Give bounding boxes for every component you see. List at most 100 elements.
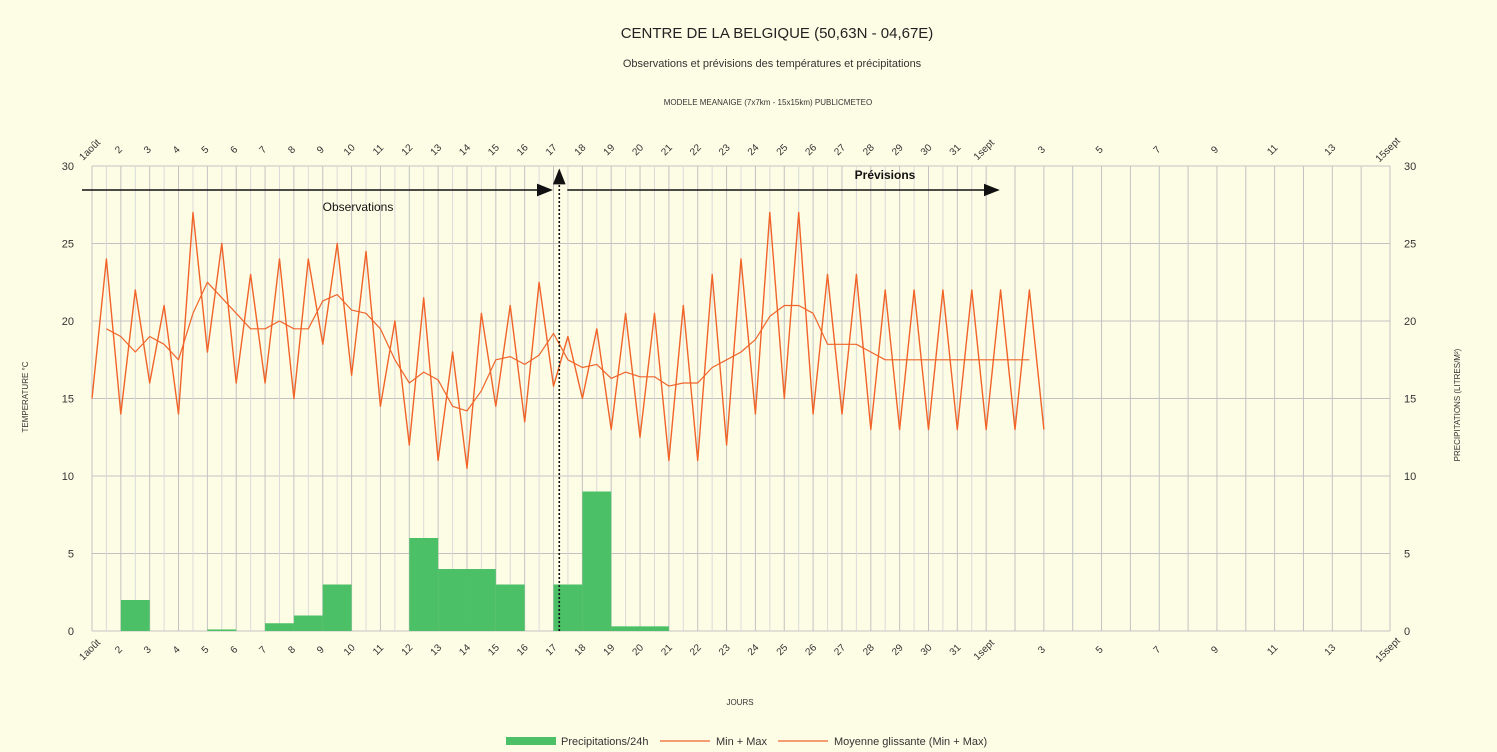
x-tick-label-top: 24 [746,142,762,158]
x-tick-label-top: 29 [890,142,906,158]
x-tick-label-bottom: 29 [890,642,906,658]
x-tick-label-top: 5 [200,144,212,156]
x-tick-label-top: 30 [919,142,935,158]
x-tick-label-bottom: 3 [142,644,154,656]
annotations: Observations Prévisions [82,168,1000,631]
x-tick-label-bottom: 25 [775,642,791,658]
x-tick-label-bottom: 28 [861,642,877,658]
x-tick-label-bottom: 16 [515,642,531,658]
x-tick-label-top: 28 [861,142,877,158]
x-tick-label-top: 12 [400,142,416,158]
x-tick-label-bottom: 3 [1036,644,1048,656]
x-tick-label-top: 9 [1209,144,1221,156]
x-tick-label-bottom: 8 [286,644,298,656]
y-tick-label-left: 10 [62,471,74,483]
model-label: MODELE MEANAIGE (7x7km - 15x15km) PUBLIC… [664,98,873,107]
y-tick-label-right: 5 [1404,549,1410,561]
y-tick-label-left: 0 [68,626,74,638]
precip-bar [293,615,323,631]
x-tick-label-bottom: 13 [429,642,445,658]
observations-label: Observations [323,200,394,214]
x-tick-label-top: 10 [342,142,358,158]
x-tick-label-bottom: 9 [1209,644,1221,656]
precip-bar [207,629,237,631]
x-tick-label-top: 15 [486,142,502,158]
x-tick-label-top: 1sept [972,138,997,163]
x-tick-label-bottom: 26 [804,642,820,658]
y-tick-label-left: 15 [62,394,74,406]
precip-bar [553,584,583,631]
precip-bar [466,569,496,631]
x-tick-label-bottom: 23 [717,642,733,658]
y-tick-label-right: 10 [1404,471,1416,483]
x-tick-label-bottom: 19 [602,642,618,658]
precip-bar [265,623,294,631]
x-tick-label-bottom: 30 [919,642,935,658]
x-tick-label-top: 19 [602,142,618,158]
x-tick-label-top: 13 [429,142,445,158]
legend-label-precip: Precipitations/24h [561,736,648,748]
y-tick-label-right: 15 [1404,394,1416,406]
x-tick-label-bottom: 11 [1265,642,1280,657]
x-tick-label-bottom: 11 [371,642,386,657]
precip-bar [495,584,525,631]
x-tick-label-top: 1août [77,137,103,163]
y-tick-label-left: 25 [62,239,74,251]
x-tick-label-bottom: 9 [315,644,327,656]
x-tick-label-top: 8 [286,144,298,156]
x-tick-label-top: 31 [948,142,964,158]
x-tick-label-bottom: 14 [457,642,473,658]
x-tick-label-top: 13 [1323,142,1339,158]
x-tick-label-bottom: 27 [832,642,848,658]
x-tick-label-bottom: 1août [77,637,103,663]
x-tick-label-bottom: 5 [200,644,212,656]
precip-bar [640,626,669,631]
x-tick-label-bottom: 21 [659,642,675,658]
x-tick-label-bottom: 7 [257,644,269,656]
x-tick-label-bottom: 15sept [1374,636,1403,665]
x-tick-label-top: 6 [229,144,241,156]
moving-average-line [106,281,1030,412]
x-tick-label-bottom: 7 [1152,644,1164,656]
x-tick-label-top: 15sept [1374,136,1403,165]
x-tick-label-top: 20 [630,142,646,158]
precip-bar [120,600,150,631]
previsions-label: Prévisions [855,168,916,182]
precip-bar [611,626,641,631]
x-tick-label-top: 21 [659,142,675,158]
x-tick-label-top: 26 [804,142,820,158]
legend: Precipitations/24h Min + Max Moyenne gli… [506,736,987,748]
x-tick-label-top: 25 [775,142,791,158]
x-tick-label-top: 3 [1036,144,1048,156]
precip-bar [409,538,439,631]
y-tick-label-left: 30 [62,161,74,173]
x-tick-label-bottom: 4 [171,644,183,656]
legend-swatch-precip [506,737,556,745]
x-ticks-bottom: 1août 2 3 4 5 6 7 8 9 10 11 12 13 14 15 16 17 18 19 20 21 22 2… [77,636,1402,665]
precip-bar [582,491,612,631]
y-tick-label-left: 20 [62,316,74,328]
y-tick-label-left: 5 [68,549,74,561]
y-tick-label-right: 25 [1404,239,1416,251]
y-tick-label-right: 0 [1404,626,1410,638]
x-tick-label-top: 22 [688,142,704,158]
temperature-lines [91,211,1045,469]
x-tick-label-bottom: 6 [229,644,241,656]
x-tick-label-bottom: 18 [573,642,589,658]
x-ticks-top: 1août 2 3 4 5 6 7 8 9 10 11 12 13 14 15 16 17 18 19 20 21 22 2… [77,136,1402,165]
chart-title: CENTRE DE LA BELGIQUE (50,63N - 04,67E) [621,25,934,42]
x-tick-label-top: 14 [457,142,473,158]
x-tick-label-top: 9 [315,144,327,156]
x-tick-label-bottom: 2 [113,644,125,656]
x-tick-label-top: 2 [113,144,125,156]
x-tick-label-top: 11 [1265,142,1280,157]
x-tick-label-bottom: 12 [400,642,416,658]
x-tick-label-top: 7 [257,144,269,156]
x-tick-label-bottom: 13 [1323,642,1339,658]
y-ticks: 0 0 5 5 10 10 15 15 20 20 25 25 30 30 [62,161,1417,638]
y-axis-label-right: PRECIPITATIONS (LITRES/M²) [1453,348,1462,461]
x-tick-label-top: 23 [717,142,733,158]
x-tick-label-top: 4 [171,144,183,156]
x-tick-label-top: 3 [142,144,154,156]
